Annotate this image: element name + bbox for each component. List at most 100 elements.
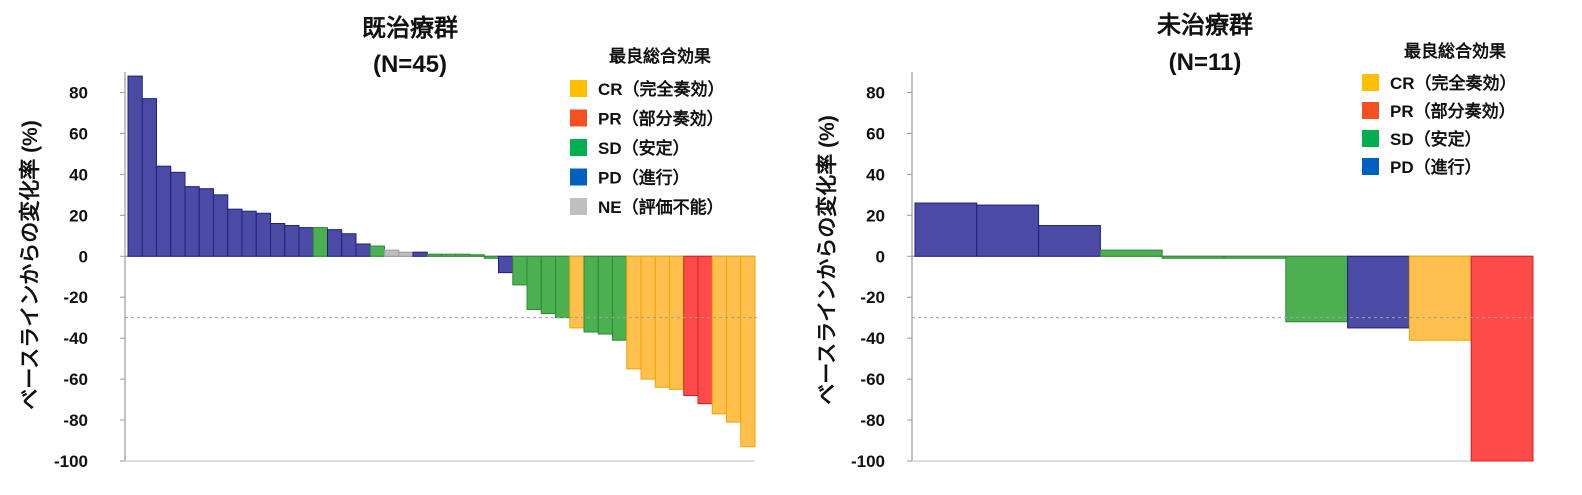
legend: 最良総合効果 CR（完全奏効） PR（部分奏効） SD（安定） PD（進行） — [1362, 41, 1517, 177]
legend-swatch-ne — [570, 198, 587, 215]
bar-pd — [412, 251, 428, 257]
y-tick-label: 20 — [69, 206, 88, 225]
bar-sd — [1161, 255, 1225, 259]
bar-pd — [284, 225, 300, 257]
chart-subtitle: (N=11) — [1169, 49, 1242, 76]
legend-title: 最良総合効果 — [609, 46, 711, 66]
y-tick-label: 0 — [876, 247, 885, 266]
bar-cr — [669, 255, 685, 390]
legend-swatch-pr — [1362, 102, 1379, 119]
y-tick-label: -80 — [860, 411, 885, 430]
bar-pd — [498, 255, 514, 274]
bar-sd — [1223, 255, 1287, 259]
bar-sd — [597, 255, 613, 335]
legend-swatch-pr — [570, 109, 587, 127]
chart-subtitle: (N=45) — [373, 51, 447, 78]
bar-pd — [976, 204, 1040, 257]
legend-swatch-sd — [1362, 130, 1379, 147]
legend-swatch-sd — [570, 139, 587, 156]
bar-ne — [384, 249, 400, 257]
legend-label-ne: NE（評価不能） — [598, 197, 724, 217]
bar-sd — [540, 255, 556, 315]
chart-title: 既治療群 — [362, 14, 458, 42]
y-tick-label: -100 — [851, 452, 885, 471]
legend-label-sd: SD（安定） — [1390, 129, 1482, 149]
bar-sd — [555, 255, 571, 319]
y-tick-label: -80 — [63, 411, 88, 430]
bar-pd — [355, 243, 371, 257]
bar-sd — [1285, 255, 1349, 323]
bar-pd — [341, 233, 357, 257]
legend-label-pd: PD（進行） — [598, 168, 690, 188]
bar-cr — [711, 255, 727, 415]
bar-sd — [483, 255, 499, 259]
bar-pd — [127, 75, 143, 257]
chart-title: 未治療群 — [1157, 11, 1253, 39]
bar-pr — [1470, 255, 1534, 462]
bar-pd — [213, 194, 229, 257]
bar-cr — [626, 255, 642, 370]
legend-label-pr: PR（部分奏効） — [598, 109, 724, 129]
y-tick-label: 20 — [866, 206, 885, 225]
legend-label-pd: PD（進行） — [1390, 157, 1482, 177]
bar-sd — [512, 255, 528, 286]
bar-pd — [156, 165, 172, 257]
bar-pd — [270, 223, 286, 257]
bar-sd — [469, 254, 485, 257]
y-tick-label: 60 — [866, 124, 885, 143]
bar-sd — [426, 253, 442, 257]
y-tick-label: -20 — [63, 288, 88, 307]
legend: 最良総合効果 CR（完全奏効） PR（部分奏効） SD（安定） PD（進行） NE（評価不… — [570, 46, 725, 217]
y-tick-label: 80 — [866, 83, 885, 102]
bar-sd — [455, 253, 471, 257]
bar-sd — [1099, 249, 1163, 257]
bar-pd — [241, 210, 257, 257]
legend-title: 最良総合効果 — [1404, 41, 1506, 61]
bar-pd — [170, 171, 186, 257]
bar-cr — [740, 255, 756, 448]
bar-sd — [369, 245, 385, 257]
y-tick-label: 60 — [69, 124, 88, 143]
bar-pd — [141, 98, 157, 257]
chart-panel-2: 未治療群 (N=11) 80 60 40 20 0 -20 -40 -60 -80 -100 ベースライ… — [815, 11, 1535, 471]
y-tick-label: 40 — [69, 165, 88, 184]
bar-sd — [526, 255, 542, 310]
bar-sd — [612, 255, 628, 341]
bar-pd — [298, 227, 314, 257]
bar-pr — [683, 255, 699, 396]
bar-cr — [726, 255, 742, 423]
bar-pr — [697, 255, 713, 405]
legend-label-cr: CR（完全奏効） — [598, 79, 725, 99]
bar-pd — [184, 186, 200, 257]
bar-sd — [441, 253, 457, 257]
legend-swatch-pd — [570, 168, 587, 186]
y-tick-label: 80 — [69, 83, 88, 102]
bar-pd — [914, 202, 978, 257]
legend-swatch-cr — [570, 80, 587, 97]
bar-cr — [1408, 255, 1472, 341]
bar-ne — [398, 251, 414, 257]
y-tick-label: 0 — [79, 247, 88, 266]
bar-pd — [255, 212, 271, 257]
bar-pd — [1347, 255, 1410, 329]
y-tick-label: -100 — [54, 452, 88, 471]
legend-label-sd: SD（安定） — [598, 138, 690, 158]
legend-label-pr: PR（部分奏効） — [1390, 101, 1516, 121]
bar-sd — [312, 227, 328, 257]
bar-cr — [654, 255, 670, 388]
bar-pd — [227, 208, 243, 257]
bar-pd — [198, 188, 214, 257]
bar-pd — [1038, 225, 1101, 257]
bar-cr — [569, 255, 585, 329]
bar-sd — [583, 255, 599, 333]
y-tick-label: -20 — [860, 288, 885, 307]
y-tick-label: -40 — [63, 329, 88, 348]
y-tick-label: 40 — [866, 165, 885, 184]
y-axis-label: ベースラインからの変化率 (%) — [18, 120, 42, 409]
y-tick-label: -60 — [63, 370, 88, 389]
y-tick-label: -60 — [860, 370, 885, 389]
legend-label-cr: CR（完全奏効） — [1390, 73, 1517, 93]
chart-panel-1: 既治療群 (N=45) 80 60 40 20 0 -20 -40 -60 -80 -100 ベースライ… — [18, 14, 757, 471]
y-axis-label: ベースラインからの変化率 (%) — [815, 115, 839, 404]
